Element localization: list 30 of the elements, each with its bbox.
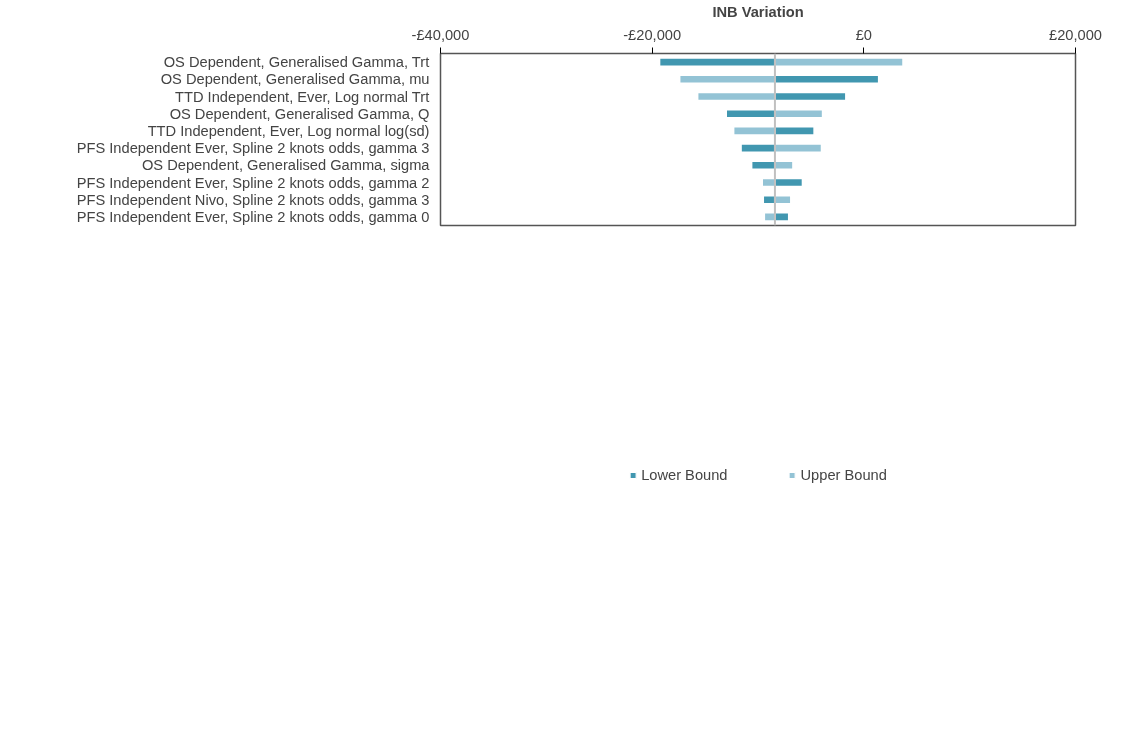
y-tick-label: OS Dependent, Generalised Gamma, sigma <box>141 157 431 174</box>
y-tick-label: PFS Independent Ever, Spline 2 knots odds, gamma 3 <box>76 140 430 157</box>
bar <box>774 212 790 222</box>
bar <box>774 108 824 119</box>
y-tick-label: PFS Independent Ever, Spline 2 knots odds, gamma 2 <box>76 174 430 191</box>
bar <box>696 91 776 102</box>
y-tick-label: TTD Independent, Ever, Log normal log(sd) <box>147 122 430 139</box>
bar <box>740 143 776 153</box>
bar <box>774 57 904 67</box>
bar <box>774 74 880 85</box>
y-tick-label: TTD Independent, Ever, Log normal Trt <box>175 88 430 105</box>
y-tick-label: OS Dependent, Generalised Gamma, mu <box>160 71 430 88</box>
bar <box>774 91 847 102</box>
bar <box>774 126 815 136</box>
y-tick-label: OS Dependent, Generalised Gamma, Trt <box>163 54 430 71</box>
bar <box>725 108 776 119</box>
x-tick-label: £0 <box>855 26 872 43</box>
y-tick-label: PFS Independent Nivo, Spline 2 knots odds, gamma 3 <box>76 191 430 208</box>
x-tick-label: -£40,000 <box>411 26 470 43</box>
bar <box>774 143 823 153</box>
x-axis-title: INB Variation <box>712 3 804 20</box>
x-tick-label: £20,000 <box>1049 26 1102 43</box>
x-tick-label: -£20,000 <box>623 26 682 43</box>
bar <box>732 126 776 136</box>
bar <box>658 57 776 67</box>
y-tick-label: OS Dependent, Generalised Gamma, Q <box>169 105 430 122</box>
legend-label: Lower Bound <box>641 467 728 483</box>
legend-label: Upper Bound <box>800 467 887 483</box>
bar <box>678 74 776 85</box>
y-tick-label: PFS Independent Ever, Spline 2 knots odds, gamma 0 <box>76 208 430 225</box>
